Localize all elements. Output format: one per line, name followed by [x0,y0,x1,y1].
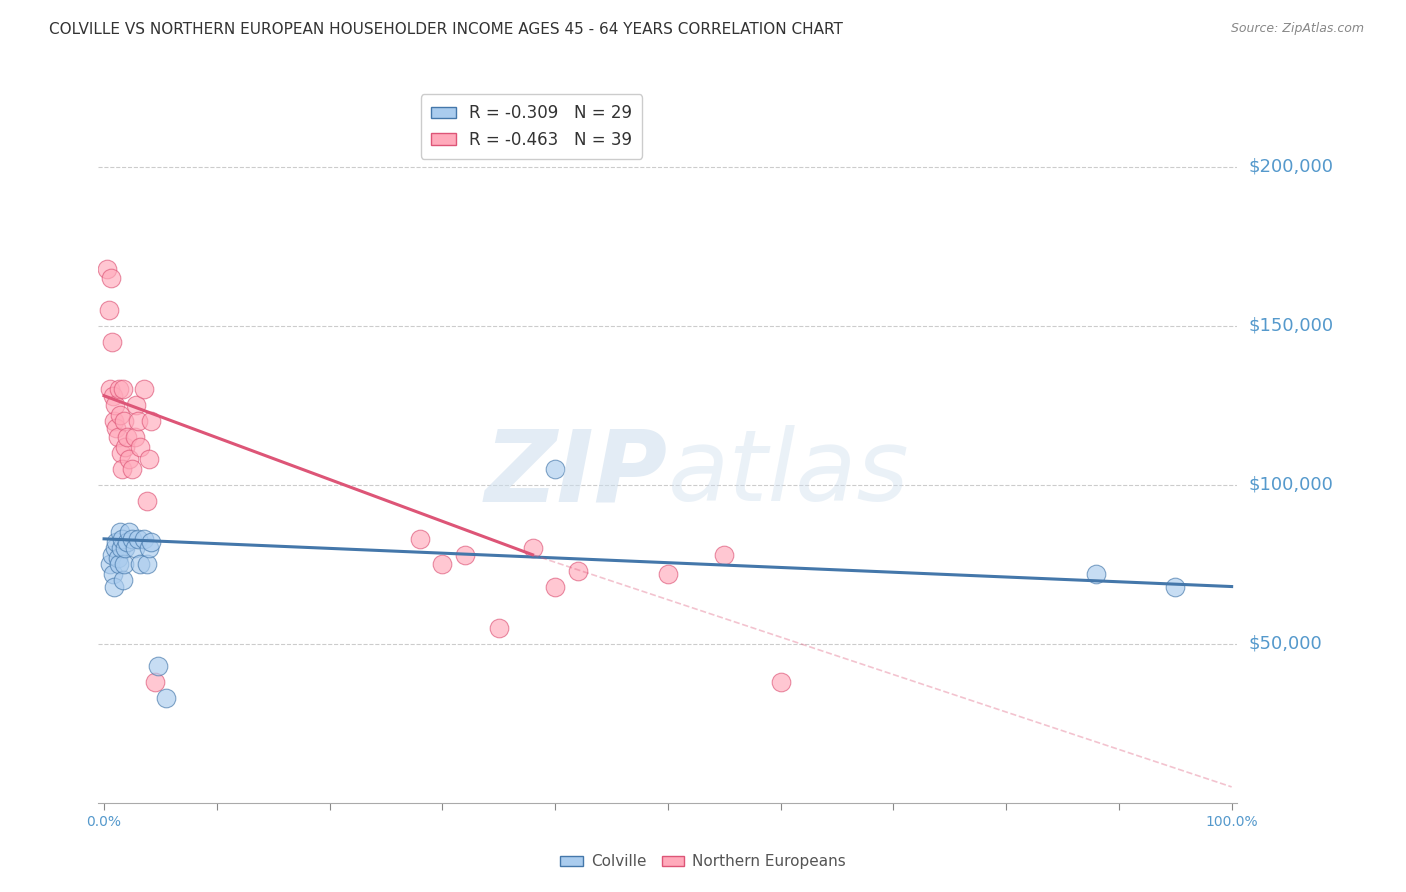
Point [769,675,792,690]
Point [143,675,166,690]
Point [112,383,135,397]
Point [127,414,149,428]
Point [454,548,477,562]
Point [135,558,157,572]
Point [522,541,544,556]
Point [1085,566,1108,581]
Point [657,566,679,581]
Point [544,462,567,476]
Point [432,558,454,572]
Text: $100,000: $100,000 [1249,475,1333,494]
Point [107,430,129,444]
Point [115,535,138,549]
Point [101,548,124,562]
Point [713,548,735,562]
Point [101,389,124,403]
Point [135,493,157,508]
Text: atlas: atlas [668,425,910,522]
Point [111,462,134,476]
Point [98,558,121,572]
Point [127,532,149,546]
Point [121,532,143,546]
Point [107,558,129,572]
Point [104,398,127,412]
Point [567,564,589,578]
Point [409,532,432,546]
Point [121,462,143,476]
Point [111,532,134,546]
Point [132,532,155,546]
Point [107,383,129,397]
Point [103,580,125,594]
Point [155,690,177,705]
Text: COLVILLE VS NORTHERN EUROPEAN HOUSEHOLDER INCOME AGES 45 - 64 YEARS CORRELATION : COLVILLE VS NORTHERN EUROPEAN HOUSEHOLDE… [49,22,844,37]
Legend: Colville, Northern Europeans: Colville, Northern Europeans [554,848,852,875]
Text: $150,000: $150,000 [1249,317,1333,334]
Point [101,566,124,581]
Point [97,302,120,317]
Point [132,383,155,397]
Point [107,550,129,565]
Text: ZIP: ZIP [485,425,668,522]
Point [101,334,124,349]
Point [105,420,128,434]
Point [118,452,141,467]
Point [112,558,135,572]
Point [1164,580,1187,594]
Point [98,383,121,397]
Point [118,525,141,540]
Point [100,271,122,285]
Legend: R = -0.309   N = 29, R = -0.463   N = 39: R = -0.309 N = 29, R = -0.463 N = 39 [420,95,643,159]
Text: $50,000: $50,000 [1249,635,1322,653]
Point [124,541,146,556]
Point [138,541,160,556]
Point [124,398,146,412]
Point [138,452,160,467]
Point [129,558,152,572]
Point [124,430,146,444]
Text: $200,000: $200,000 [1249,158,1333,176]
Point [148,659,170,673]
Point [96,261,118,276]
Point [114,440,136,454]
Point [108,408,131,422]
Point [110,541,132,556]
Point [103,414,125,428]
Point [544,580,567,594]
Point [488,621,510,635]
Point [108,525,131,540]
Point [110,446,132,460]
Point [112,573,135,587]
Point [129,440,152,454]
Point [115,430,138,444]
Point [114,541,136,556]
Text: Source: ZipAtlas.com: Source: ZipAtlas.com [1230,22,1364,36]
Point [141,535,163,549]
Point [104,541,127,556]
Point [105,535,128,549]
Point [141,414,163,428]
Point [112,414,135,428]
